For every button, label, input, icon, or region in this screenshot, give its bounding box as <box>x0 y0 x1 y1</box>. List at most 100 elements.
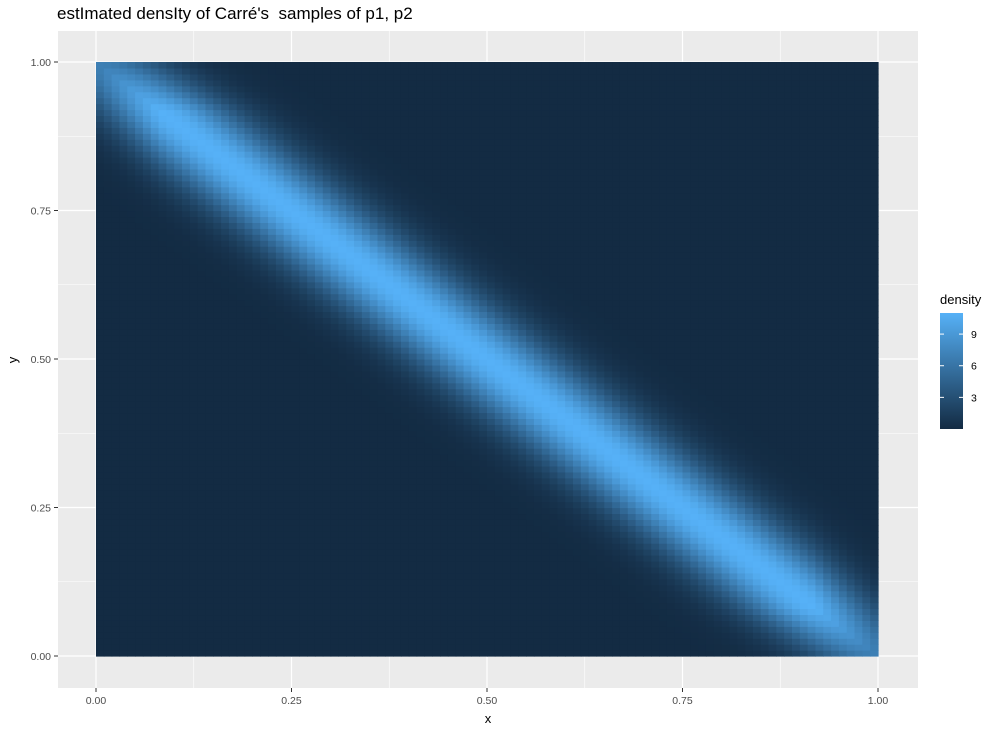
heatmap-cell <box>393 353 402 360</box>
heatmap-cell <box>268 448 277 455</box>
heatmap-cell <box>275 258 285 265</box>
heatmap-cell <box>182 62 191 69</box>
heatmap-cell <box>213 157 222 164</box>
heatmap-cell <box>447 222 457 229</box>
heatmap-cell <box>408 626 418 633</box>
heatmap-cell <box>182 644 191 651</box>
heatmap-cell <box>221 477 230 485</box>
heatmap-cell <box>479 210 488 218</box>
heatmap-cell <box>314 252 324 259</box>
heatmap-cell <box>416 626 426 633</box>
heatmap-cell <box>142 465 152 473</box>
heatmap-cell <box>127 364 136 372</box>
heatmap-cell <box>369 204 379 212</box>
heatmap-cell <box>127 442 136 449</box>
heatmap-cell <box>111 471 121 479</box>
heatmap-cell <box>213 353 222 360</box>
heatmap-cell <box>432 370 441 378</box>
heatmap-cell <box>447 531 457 538</box>
heatmap-cell <box>440 139 449 146</box>
heatmap-cell <box>346 650 355 657</box>
heatmap-cell <box>299 109 308 117</box>
heatmap-cell <box>447 495 457 503</box>
heatmap-cell <box>150 281 160 289</box>
heatmap-cell <box>236 471 246 479</box>
heatmap-cell <box>260 584 269 592</box>
heatmap-cell <box>182 406 191 414</box>
heatmap-cell <box>393 394 402 402</box>
heatmap-cell <box>213 471 222 479</box>
heatmap-cell <box>197 67 207 75</box>
heatmap-cell <box>252 151 261 158</box>
heatmap-cell <box>158 525 167 532</box>
heatmap-cell <box>252 121 261 128</box>
heatmap-cell <box>447 626 457 633</box>
heatmap-cell <box>447 578 457 586</box>
heatmap-cell <box>291 501 300 509</box>
heatmap-cell <box>142 430 152 437</box>
heatmap-cell <box>197 465 207 473</box>
heatmap-cell <box>111 186 121 194</box>
heatmap-cell <box>236 644 246 651</box>
heatmap-cell <box>119 596 128 604</box>
heatmap-cell <box>119 311 128 319</box>
heatmap-cell <box>330 507 340 515</box>
heatmap-cell <box>369 626 379 633</box>
heatmap-cell <box>424 62 433 69</box>
heatmap-cell <box>424 258 433 265</box>
heatmap-cell <box>236 329 246 336</box>
heatmap-cell <box>127 418 136 425</box>
heatmap-cell <box>354 67 363 75</box>
heatmap-cell <box>299 168 308 176</box>
heatmap-cell <box>322 543 332 550</box>
heatmap-cell <box>228 317 238 324</box>
heatmap-cell <box>361 519 371 526</box>
heatmap-cell <box>447 442 457 449</box>
heatmap-cell <box>455 79 465 87</box>
heatmap-cell <box>127 525 136 532</box>
heatmap-cell <box>393 424 402 431</box>
heatmap-cell <box>369 85 379 93</box>
heatmap-cell <box>322 454 332 461</box>
heatmap-cell <box>400 174 410 182</box>
heatmap-cell <box>314 299 324 307</box>
heatmap-cell <box>142 85 152 93</box>
heatmap-cell <box>354 162 363 170</box>
heatmap-cell <box>252 495 261 503</box>
heatmap-cell <box>361 566 371 574</box>
heatmap-cell <box>322 442 332 449</box>
heatmap-cell <box>228 252 238 259</box>
heatmap-cell <box>111 448 121 455</box>
heatmap-cell <box>393 299 402 307</box>
heatmap-cell <box>361 359 371 366</box>
heatmap-cell <box>182 139 191 146</box>
heatmap-cell <box>314 412 324 419</box>
heatmap-cell <box>96 489 105 497</box>
heatmap-cell <box>142 252 152 259</box>
heatmap-cell <box>393 477 402 485</box>
heatmap-cell <box>322 151 332 158</box>
heatmap-cell <box>385 180 394 188</box>
heatmap-cell <box>455 555 465 562</box>
heatmap-cell <box>111 252 121 259</box>
heatmap-cell <box>135 311 144 319</box>
heatmap-cell <box>408 507 418 515</box>
heatmap-cell <box>432 186 441 194</box>
heatmap-cell <box>471 471 480 479</box>
heatmap-cell <box>236 299 246 307</box>
heatmap-cell <box>197 531 207 538</box>
heatmap-cell <box>119 121 128 128</box>
heatmap-cell <box>385 121 394 128</box>
heatmap-cell <box>463 168 472 176</box>
heatmap-cell <box>150 145 160 152</box>
heatmap-cell <box>471 168 480 176</box>
heatmap-cell <box>479 228 488 235</box>
heatmap-cell <box>213 139 222 146</box>
heatmap-cell <box>393 192 402 200</box>
heatmap-cell <box>447 632 457 639</box>
heatmap-cell <box>385 614 394 621</box>
heatmap-cell <box>471 638 480 645</box>
heatmap-cell <box>354 174 363 182</box>
heatmap-cell <box>424 281 433 289</box>
heatmap-cell <box>338 263 347 271</box>
